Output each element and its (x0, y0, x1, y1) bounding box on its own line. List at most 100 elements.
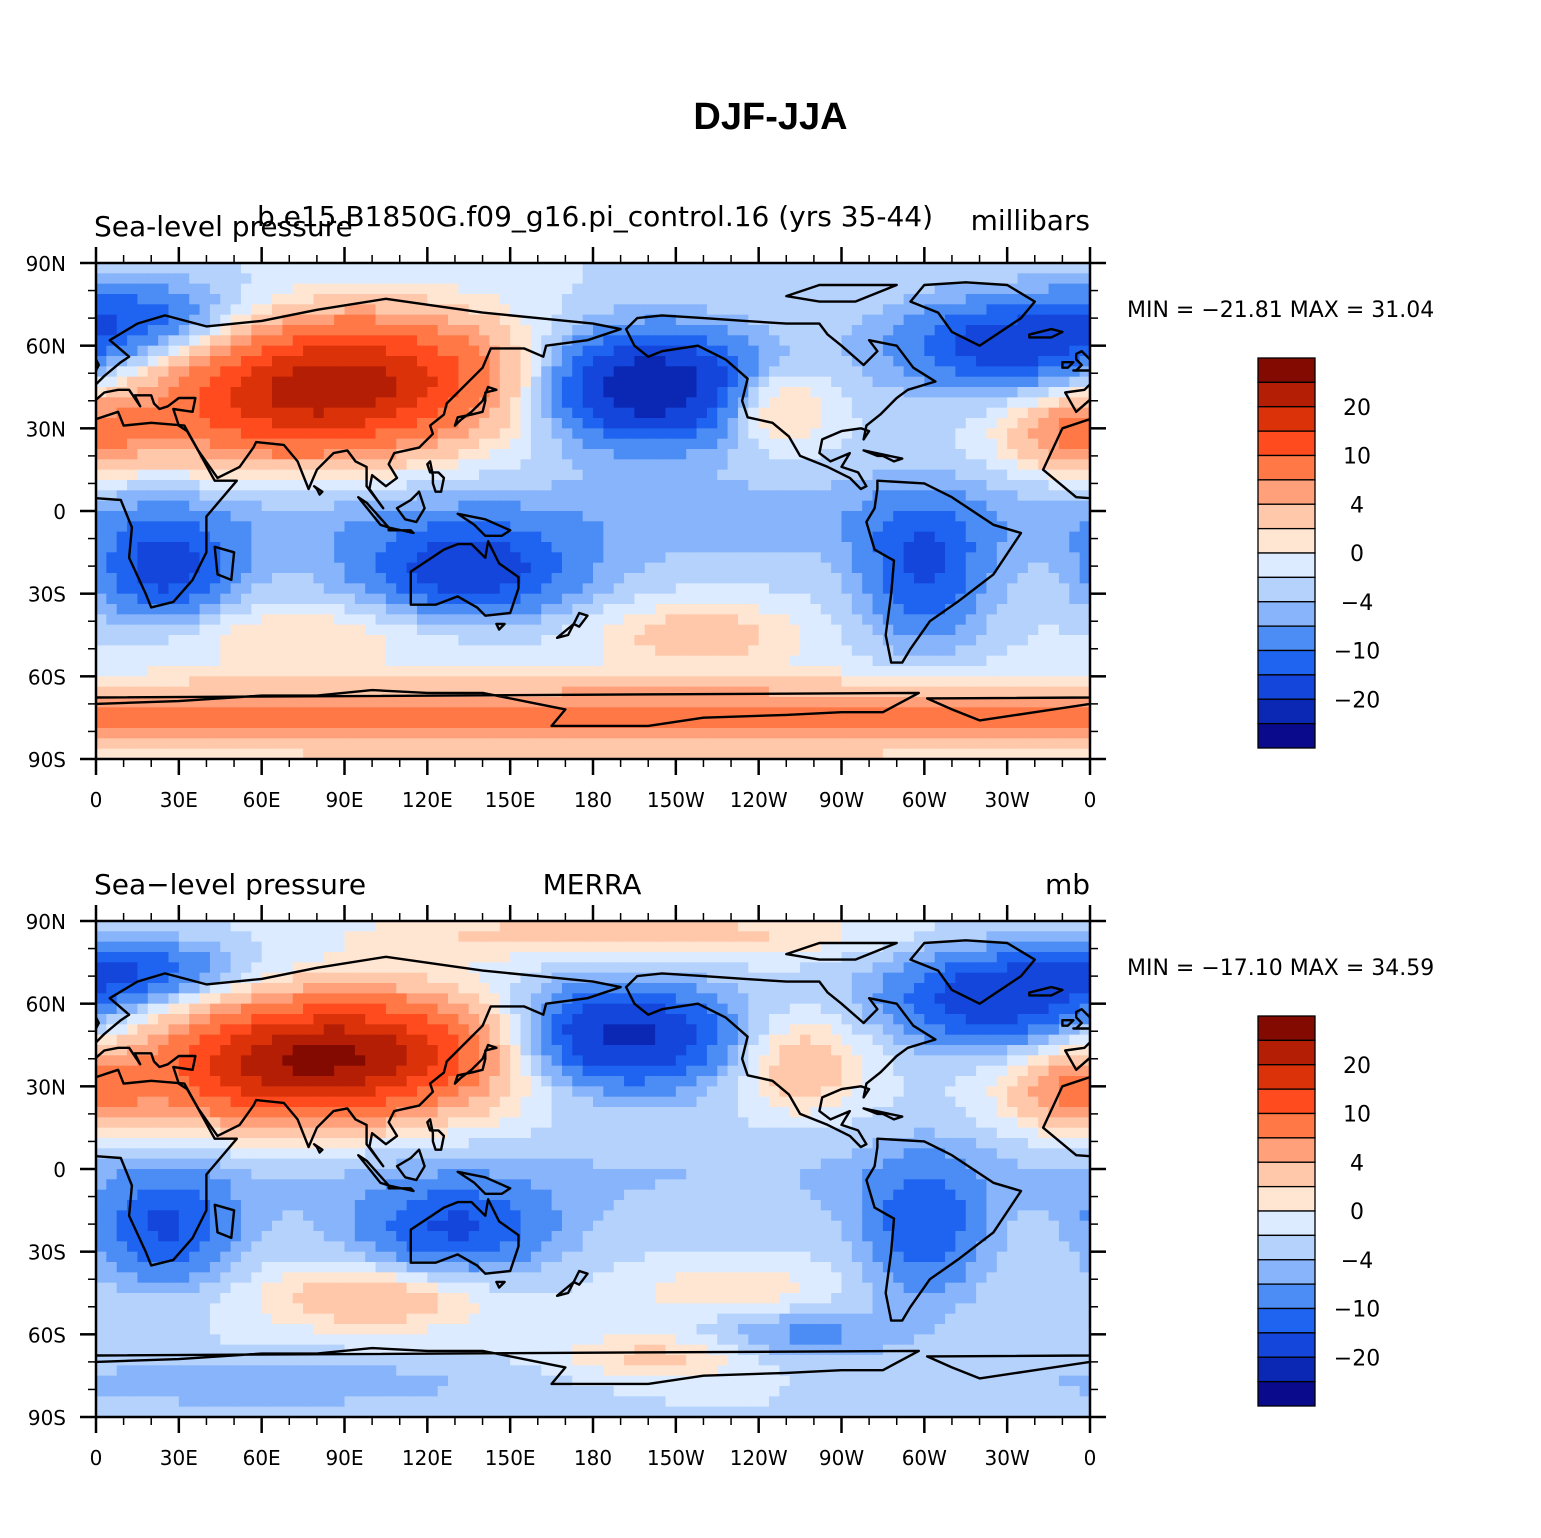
field-cell (717, 738, 729, 750)
field-cell (510, 438, 522, 450)
field-cell (593, 521, 604, 533)
field-cell (644, 666, 656, 677)
field-cell (706, 573, 718, 584)
field-cell (634, 438, 646, 450)
field-cell (851, 345, 863, 357)
field-cell (116, 655, 128, 667)
field-cell (106, 345, 118, 357)
field-cell (199, 552, 211, 564)
field-cell (561, 418, 573, 429)
field-cell (209, 707, 221, 719)
field-cell (178, 500, 190, 512)
field-cell (313, 480, 325, 491)
field-cell (168, 376, 180, 388)
field-cell (344, 614, 356, 626)
field-cell (996, 645, 1008, 657)
field-cell (1027, 397, 1039, 409)
field-cell (489, 686, 501, 698)
field-cell (344, 304, 356, 316)
field-cell (240, 542, 252, 553)
field-cell (458, 748, 470, 759)
field-cell (758, 562, 770, 574)
field-cell (416, 697, 428, 708)
field-cell (282, 931, 294, 943)
field-cell (520, 294, 532, 305)
field-cell (945, 314, 956, 326)
field-cell (520, 428, 532, 440)
field-cell (727, 325, 739, 336)
field-cell (675, 573, 687, 584)
field-cell (334, 728, 346, 739)
field-cell (541, 614, 553, 626)
field-cell (323, 469, 335, 481)
field-cell (520, 624, 532, 636)
field-cell (686, 480, 698, 491)
field-cell (613, 521, 625, 533)
field-cell (686, 593, 698, 605)
field-cell (758, 583, 770, 595)
field-cell (727, 552, 739, 564)
field-cell (510, 511, 522, 522)
field-cell (624, 376, 636, 388)
field-cell (903, 921, 915, 932)
coastline (1449, 387, 1491, 426)
field-cell (965, 655, 977, 667)
field-cell (375, 511, 387, 522)
field-cell (789, 325, 801, 336)
field-cell (530, 707, 542, 719)
field-cell (251, 511, 263, 522)
field-cell (334, 304, 346, 316)
field-cell (1007, 345, 1019, 357)
field-cell (96, 469, 107, 481)
field-cell (541, 931, 553, 943)
field-cell (882, 418, 894, 429)
field-cell (427, 717, 439, 729)
field-cell (530, 449, 542, 460)
field-cell (1007, 583, 1019, 595)
field-cell (499, 552, 511, 564)
field-cell (934, 345, 946, 357)
field-cell (624, 294, 636, 305)
field-cell (251, 273, 263, 285)
field-cell (831, 500, 843, 512)
field-cell (261, 728, 273, 739)
field-cell (603, 304, 615, 316)
field-cell (665, 738, 677, 750)
field-cell (913, 480, 925, 491)
field-cell (137, 562, 149, 574)
field-cell (272, 614, 283, 626)
field-cell (1048, 294, 1060, 305)
field-cell (365, 304, 377, 316)
field-cell (282, 376, 294, 388)
field-cell (789, 418, 801, 429)
field-cell (976, 738, 988, 750)
field-cell (510, 666, 522, 677)
field-cell (655, 666, 667, 677)
x-tick-label: 60W (902, 788, 947, 812)
field-cell (644, 531, 656, 543)
field-cell (593, 738, 604, 750)
field-cell (178, 697, 190, 708)
field-cell (106, 531, 118, 543)
field-cell (240, 469, 252, 481)
field-cell (582, 686, 594, 698)
field-cell (199, 635, 211, 646)
field-cell (385, 511, 397, 522)
field-cell (448, 573, 459, 584)
field-cell (116, 542, 128, 553)
field-cell (1058, 531, 1070, 543)
field-cell (551, 707, 563, 719)
field-cell (137, 686, 149, 698)
field-cell (282, 593, 294, 605)
field-cell (385, 335, 397, 347)
field-cell (893, 459, 905, 471)
field-cell (510, 676, 522, 688)
field-cell (448, 449, 459, 460)
field-cell (1007, 562, 1019, 574)
field-cell (934, 387, 946, 398)
field-cell (1048, 490, 1060, 502)
field-cell (717, 345, 729, 357)
field-cell (292, 314, 304, 326)
field-cell (986, 614, 998, 626)
field-cell (737, 738, 749, 750)
